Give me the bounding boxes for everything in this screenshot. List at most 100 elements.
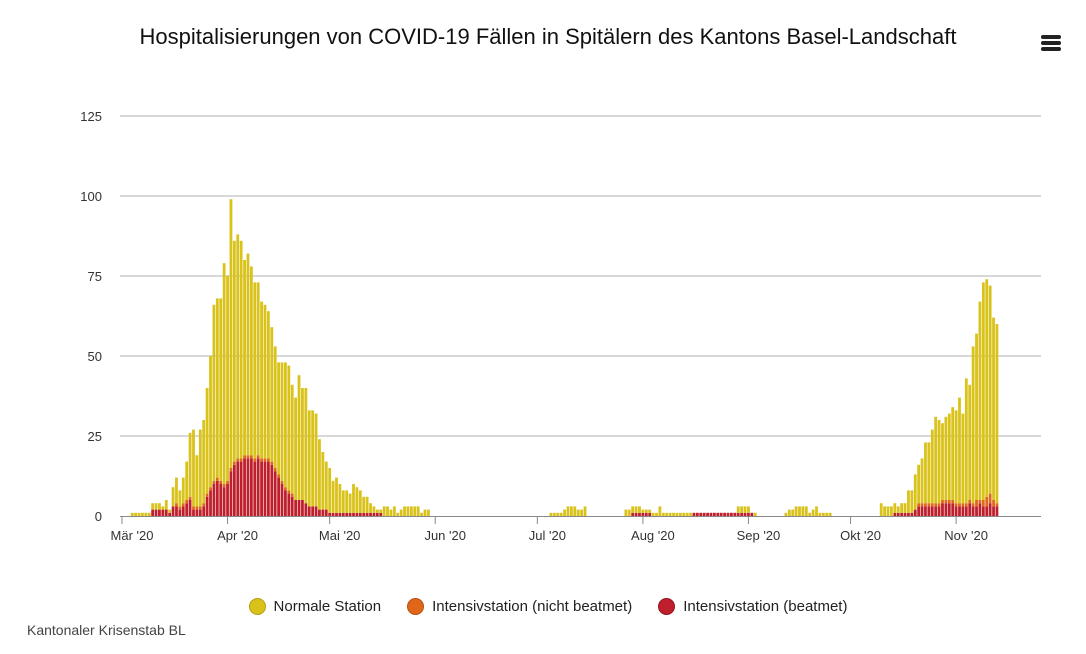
bar-normal-station [978, 301, 982, 500]
legend-label-icu-not-ventilated: Intensivstation (nicht beatmet) [432, 598, 633, 615]
bar-icu-ventilated [723, 512, 726, 516]
bar-icu-ventilated [328, 512, 332, 516]
bar-normal-station [672, 512, 675, 516]
bar-icu-ventilated [335, 512, 338, 516]
bar-icu-ventilated [171, 506, 175, 516]
hamburger-menu-icon[interactable] [1036, 30, 1066, 56]
bar-icu-not-ventilated [226, 480, 229, 484]
bar-normal-station [284, 362, 287, 488]
bar-icu-ventilated [726, 512, 730, 516]
bar-normal-station [372, 506, 376, 513]
bar-icu-ventilated [307, 506, 311, 516]
bar-normal-station [648, 509, 652, 513]
bar-normal-station [825, 512, 829, 516]
bar-icu-ventilated [188, 500, 192, 516]
x-tick-label: Mär '20 [111, 528, 154, 543]
bar-normal-station [937, 420, 941, 504]
bar-normal-station [954, 410, 958, 504]
bar-normal-station [236, 234, 240, 459]
bar-icu-ventilated [992, 506, 995, 516]
bar-normal-station [256, 282, 260, 456]
bar-normal-station [171, 487, 175, 507]
bar-icu-ventilated [958, 506, 961, 516]
bar-normal-station [263, 304, 267, 459]
bar-icu-ventilated [321, 509, 325, 516]
bar-icu-ventilated [362, 512, 366, 516]
bar-normal-station [358, 490, 362, 513]
bar-icu-not-ventilated [290, 493, 294, 497]
bar-icu-not-ventilated [937, 503, 941, 507]
bar-icu-ventilated [352, 512, 355, 516]
bar-normal-station [968, 384, 972, 500]
bar-icu-ventilated [151, 509, 155, 516]
bar-normal-station [246, 253, 250, 456]
bar-icu-ventilated [644, 512, 648, 516]
bar-normal-station [420, 512, 423, 516]
bar-normal-station [399, 509, 403, 516]
bar-normal-station [818, 512, 822, 516]
bar-icu-ventilated [740, 512, 744, 516]
legend-item-normal[interactable]: Normale Station [248, 598, 381, 615]
bar-normal-station [147, 512, 151, 516]
bar-icu-ventilated [215, 480, 219, 516]
bar-normal-station [893, 503, 897, 513]
x-tick-label: Mai '20 [319, 528, 361, 543]
bar-icu-ventilated [736, 512, 740, 516]
bar-icu-not-ventilated [992, 500, 995, 507]
bar-normal-station [736, 506, 740, 513]
bar-icu-ventilated [699, 512, 703, 516]
bar-icu-ventilated [304, 503, 308, 516]
bar-normal-station [655, 512, 658, 516]
y-tick-label: 100 [80, 189, 102, 204]
bar-normal-station [896, 506, 900, 513]
bar-normal-station [266, 311, 270, 459]
bar-normal-station [981, 282, 985, 500]
bar-icu-not-ventilated [975, 500, 978, 507]
bar-normal-station [549, 512, 553, 516]
bar-icu-ventilated [631, 512, 635, 516]
bar-icu-not-ventilated [253, 458, 257, 462]
bar-icu-ventilated [277, 477, 281, 516]
x-tick-label: Jul '20 [529, 528, 566, 543]
bar-icu-ventilated [695, 512, 699, 516]
bar-icu-not-ventilated [205, 493, 209, 497]
bar-normal-station [161, 506, 165, 510]
bar-icu-ventilated [253, 461, 257, 516]
bar-normal-station [154, 503, 158, 510]
bar-normal-station [232, 240, 236, 462]
bar-icu-ventilated [893, 512, 897, 516]
bar-normal-station [907, 490, 910, 513]
legend-item-icu-not-ventilated[interactable]: Intensivstation (nicht beatmet) [407, 598, 632, 615]
bar-icu-ventilated [297, 500, 301, 516]
bar-icu-ventilated [185, 503, 189, 516]
bar-icu-not-ventilated [277, 474, 281, 478]
bar-icu-not-ventilated [920, 503, 924, 507]
bar-icu-ventilated [641, 512, 645, 516]
legend-item-icu-ventilated[interactable]: Intensivstation (beatmet) [658, 598, 847, 615]
bar-normal-station [178, 490, 182, 507]
bar-normal-station [297, 375, 301, 500]
bar-normal-station [219, 298, 223, 481]
bar-normal-station [556, 512, 560, 516]
bar-normal-station [634, 506, 638, 513]
bar-normal-station [280, 362, 284, 481]
bar-icu-ventilated [205, 496, 209, 516]
bar-normal-station [886, 506, 890, 516]
legend-symbol-normal-icon [248, 598, 266, 615]
bar-normal-station [345, 490, 349, 513]
bar-icu-ventilated [273, 471, 277, 516]
bar-icu-ventilated [318, 509, 321, 516]
bar-icu-ventilated [341, 512, 345, 516]
bar-normal-station [164, 500, 168, 510]
bar-normal-station [328, 468, 332, 513]
bar-icu-ventilated [290, 496, 294, 516]
bar-normal-station [348, 493, 352, 513]
bar-normal-station [212, 304, 216, 481]
bar-normal-station [324, 461, 328, 510]
bar-normal-station [413, 506, 417, 516]
bar-icu-not-ventilated [229, 468, 233, 472]
bar-icu-ventilated [314, 506, 318, 516]
bar-normal-station [229, 199, 233, 468]
bar-normal-station [941, 423, 944, 500]
